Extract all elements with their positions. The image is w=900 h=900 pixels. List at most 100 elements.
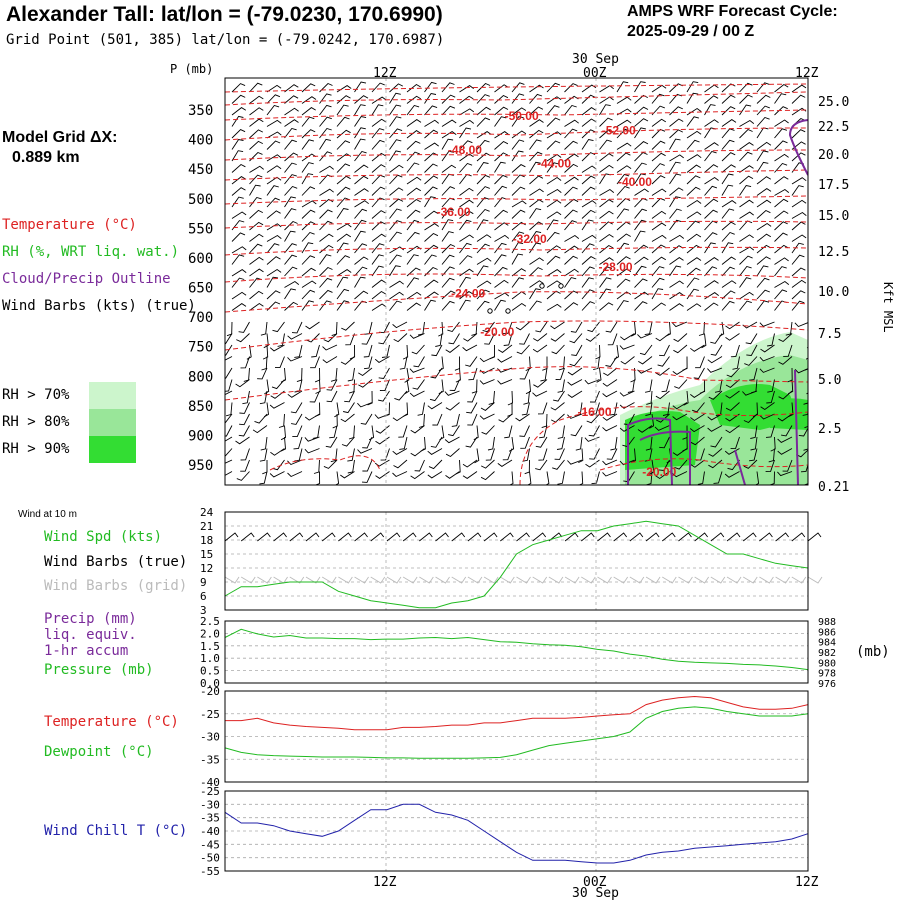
cs-barb <box>721 266 735 277</box>
cs-barb <box>476 139 490 150</box>
cs-barb <box>581 118 596 127</box>
cs-barb <box>529 288 541 300</box>
cs-barb <box>704 119 719 127</box>
cross-section-frame <box>224 77 809 486</box>
cs-barb <box>655 390 670 400</box>
cs-barb <box>537 402 548 415</box>
cs-barb <box>441 150 454 162</box>
wind-barb-true-14 <box>451 532 466 542</box>
cs-barb <box>225 448 233 457</box>
cs-barb <box>750 425 758 439</box>
cs-barb <box>336 116 350 127</box>
cs-barb <box>634 81 646 93</box>
cs-barb <box>476 174 491 185</box>
cs-barb <box>389 265 401 277</box>
cs-barb <box>249 129 264 139</box>
wind-barb-true-33 <box>759 532 773 542</box>
cs-barb <box>459 187 474 196</box>
wind-barb-true-31 <box>726 532 741 542</box>
cs-barb <box>249 243 263 254</box>
cs-barb <box>651 188 667 196</box>
cs-barb <box>249 151 263 162</box>
cs-barb <box>301 116 315 127</box>
cs-barb <box>389 280 404 288</box>
temp-tick--40: -40 <box>200 776 220 789</box>
cs-barb <box>707 367 723 373</box>
cs-barb <box>459 255 473 265</box>
cs-barb <box>564 302 579 311</box>
cs-barb <box>304 413 320 421</box>
cs-barb <box>754 471 760 485</box>
cs-barb <box>462 344 478 352</box>
cs-barb <box>341 436 355 447</box>
rh-legend-90-label: RH > 90% <box>2 441 70 457</box>
cs-barb <box>424 196 436 208</box>
cs-barb <box>284 230 296 242</box>
rh-legend-90-swatch <box>89 436 136 463</box>
cs-barb <box>412 379 425 390</box>
bottom-time-tick-2: 12Z <box>795 875 819 890</box>
cs-barb <box>567 367 583 376</box>
cs-barb <box>756 277 770 288</box>
cs-barb <box>445 471 460 479</box>
pressure-tick-950: 950 <box>188 458 213 474</box>
wind-barb-true-24 <box>613 532 628 542</box>
cs-barb <box>651 128 666 139</box>
grid-point-subtitle: Grid Point (501, 385) lat/lon = (-79.024… <box>6 32 445 48</box>
cs-barb <box>698 321 705 336</box>
cs-barb <box>511 139 525 150</box>
cs-barb <box>564 290 579 300</box>
cs-barb <box>725 321 740 330</box>
pressure-tick-350: 350 <box>188 103 213 119</box>
cs-barb <box>686 220 700 231</box>
cs-barb <box>476 197 490 208</box>
cs-barb <box>669 257 684 265</box>
cs-barb <box>616 108 632 116</box>
cs-barb <box>406 277 420 288</box>
wind-barb-true-13 <box>435 532 449 542</box>
cs-barb <box>616 278 631 288</box>
cs-barb <box>704 84 719 93</box>
cs-barb <box>511 174 525 185</box>
chill-tick--55: -55 <box>200 865 220 878</box>
cs-barb <box>455 367 461 383</box>
cs-barb <box>721 200 737 208</box>
cs-barb <box>284 288 296 300</box>
cs-barb <box>756 94 771 104</box>
wind-tick-12: 12 <box>200 562 213 575</box>
cs-barb <box>336 175 351 185</box>
temp-contour-line-10 <box>225 291 808 313</box>
cs-barb <box>569 333 583 344</box>
cs-barb <box>581 209 596 219</box>
cs-barb <box>511 186 526 196</box>
cs-barb <box>389 83 404 93</box>
cs-barb <box>371 118 387 127</box>
cs-barb <box>266 234 282 242</box>
cs-barb <box>759 367 775 373</box>
cs-barb <box>231 115 244 127</box>
wind-barb-true-32 <box>742 532 757 542</box>
cs-barb <box>459 108 475 116</box>
wind-grid <box>225 512 808 610</box>
cs-barb <box>326 379 338 391</box>
cs-barb <box>429 390 443 402</box>
cs-barb <box>485 448 495 461</box>
cs-barb <box>494 161 506 173</box>
cs-barb <box>371 96 387 104</box>
temp-contour-line-8 <box>225 246 808 256</box>
cs-barb <box>371 210 386 219</box>
legend-temperature-panel: Temperature (°C) <box>44 714 179 730</box>
cs-barb <box>231 220 245 231</box>
cs-barb <box>249 196 262 208</box>
temp-contour-line-14 <box>599 458 808 471</box>
cs-barb <box>431 344 443 357</box>
cs-barb <box>599 221 614 231</box>
cs-barb <box>756 256 771 265</box>
cs-barb <box>284 95 299 104</box>
cs-barb <box>739 255 753 265</box>
cs-barb <box>610 436 618 451</box>
wind-tick-18: 18 <box>200 534 213 547</box>
cs-barb <box>301 96 317 104</box>
wind-barb-grid-12 <box>419 576 434 584</box>
cs-barb <box>587 321 600 333</box>
